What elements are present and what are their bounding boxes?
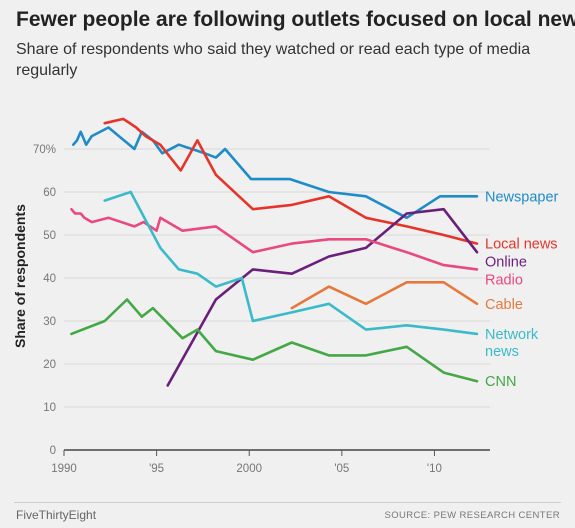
x-tick-label: 2000 — [236, 463, 262, 475]
y-tick-label: 10 — [43, 402, 56, 414]
footer-source: SOURCE: PEW RESEARCH CENTER — [384, 510, 560, 521]
y-tick-label: 30 — [43, 316, 56, 328]
newspaper-label: Newspaper — [485, 189, 559, 205]
x-tick-label: '05 — [334, 463, 349, 475]
local-news-label: Local news — [485, 237, 558, 253]
x-axis: 1990 '95 2000 '05 '10 — [51, 450, 442, 475]
footer-brand: FiveThirtyEight — [16, 508, 97, 522]
y-tick-label: 60 — [43, 187, 56, 199]
network-news-label: news — [485, 344, 519, 360]
newspaper-line — [72, 126, 479, 220]
radio-label: Radio — [485, 273, 523, 289]
series-labels: Newspaper Local news Online Radio Cable Netwo… — [485, 189, 559, 390]
gridlines — [64, 148, 490, 451]
y-tick-label: 70% — [33, 144, 56, 156]
y-tick-label: 40 — [43, 273, 56, 285]
y-tick-label: 0 — [50, 445, 56, 457]
local-news-line — [103, 117, 479, 245]
y-tick-label: 20 — [43, 359, 56, 371]
radio-line — [70, 207, 479, 271]
online-label: Online — [485, 255, 527, 271]
network-news-line — [103, 190, 479, 336]
series-lines — [70, 117, 479, 387]
cable-label: Cable — [485, 297, 523, 313]
cable-line — [290, 280, 479, 310]
cnn-line — [70, 298, 479, 383]
y-axis: 0 10 20 30 40 50 60 70% — [33, 144, 56, 457]
chart-subtitle: Share of respondents who said they watch… — [16, 41, 531, 79]
x-tick-label: '10 — [427, 463, 442, 475]
footer-divider — [14, 502, 561, 503]
online-line — [166, 207, 479, 387]
x-tick-label: '95 — [149, 463, 164, 475]
cnn-label: CNN — [485, 374, 516, 390]
chart-title: Fewer people are following outlets focus… — [16, 8, 575, 31]
x-tick-label: 1990 — [51, 463, 77, 475]
y-tick-label: 50 — [43, 230, 56, 242]
network-news-label: Network — [485, 327, 539, 343]
